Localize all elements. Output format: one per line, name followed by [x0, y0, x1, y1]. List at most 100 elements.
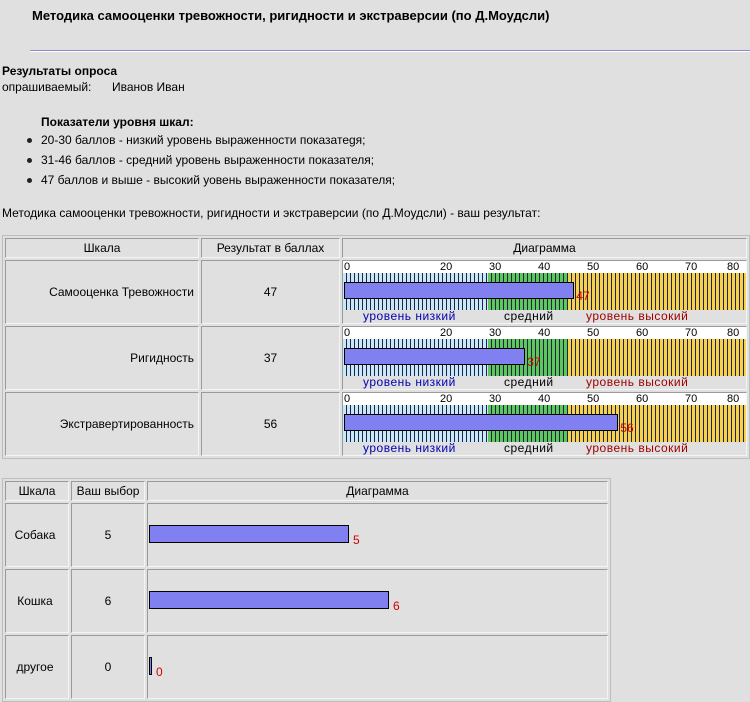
- score-bar: [343, 282, 575, 299]
- zone-label-high: уровень высокий: [585, 309, 689, 323]
- bar-value-label: 37: [527, 355, 541, 369]
- choice-bar: [149, 657, 152, 675]
- bar-value-label: 6: [393, 599, 400, 613]
- header-scale: Шкала: [5, 481, 69, 501]
- scale-name: Ригидность: [5, 326, 200, 390]
- horizontal-divider: [30, 50, 750, 52]
- choice-diagram: 6: [148, 570, 605, 632]
- axis-tick: 50: [586, 393, 600, 405]
- scale-diagram: 0 20 30 40 50 60 70 80 47 уровень низкий средний ур…: [342, 261, 746, 323]
- axis-tick: 50: [586, 327, 600, 339]
- axis-tick: 40: [537, 327, 551, 339]
- table-row: Экстравертированность 56 0 20 30 40 50 60 70 80…: [5, 392, 747, 456]
- diagram-cell: 0 20 30 40 50 60 70 80 37 уровень низкий средний ур…: [341, 326, 747, 390]
- table-row: Самооценка Тревожности 47 0 20 30 40 50 60 70 8…: [5, 260, 747, 324]
- axis-tick: 20: [439, 261, 453, 273]
- axis-tick: 60: [635, 261, 649, 273]
- legend-heading: Показатели уровня шкал:: [41, 115, 194, 129]
- table-row: Собака 5 5: [5, 503, 608, 567]
- scale-name: Экстравертированность: [5, 392, 200, 456]
- axis-tick: 0: [343, 393, 351, 405]
- choice-value: 5: [71, 503, 145, 567]
- axis-tick: 40: [537, 393, 551, 405]
- header-diagram: Диаграмма: [147, 481, 608, 501]
- axis-tick: 60: [635, 327, 649, 339]
- score-bar: [343, 414, 619, 431]
- score-value: 56: [201, 392, 340, 456]
- zone-label-high: уровень высокий: [585, 375, 689, 389]
- results-table-header: Шкала Результат в баллах Диаграмма: [5, 238, 747, 258]
- header-score: Результат в баллах: [201, 238, 340, 258]
- results-title: Результаты опроса: [2, 64, 118, 78]
- zone-label-low: уровень низкий: [362, 441, 456, 455]
- axis-tick: 0: [343, 327, 351, 339]
- bar-value-label: 5: [353, 533, 360, 547]
- legend-item-high: 47 баллов и выше - высокий уовень выраже…: [24, 172, 395, 192]
- diagram-cell: 0 20 30 40 50 60 70 80 56 уровень низкий средний ур…: [341, 392, 747, 456]
- bar-value-label: 47: [576, 289, 590, 303]
- axis-tick: 20: [439, 393, 453, 405]
- table-row: другое 0 0: [5, 635, 608, 699]
- diagram-cell: 0 20 30 40 50 60 70 80 47 уровень низкий средний ур…: [341, 260, 747, 324]
- score-value: 37: [201, 326, 340, 390]
- choices-table-header: Шкала Ваш выбор Диаграмма: [5, 481, 608, 501]
- axis-ticks: 0 20 30 40 50 60 70 80: [342, 327, 746, 339]
- axis-tick: 50: [586, 261, 600, 273]
- axis-tick: 80: [726, 393, 740, 405]
- axis-tick: 60: [635, 393, 649, 405]
- method-result-line: Методика самооценки тревожности, ригидно…: [2, 206, 541, 220]
- axis-tick: 40: [537, 261, 551, 273]
- diagram-cell: 0: [147, 635, 608, 699]
- header-choice: Ваш выбор: [71, 481, 145, 501]
- bar-value-label: 56: [620, 421, 634, 435]
- axis-tick: 70: [684, 393, 698, 405]
- axis-tick: 70: [684, 261, 698, 273]
- zone-label-low: уровень низкий: [362, 309, 456, 323]
- choice-value: 6: [71, 569, 145, 633]
- legend-item-mid: 31-46 баллов - средний уровень выраженно…: [24, 152, 395, 172]
- header-scale: Шкала: [5, 238, 200, 258]
- zone-label-low: уровень низкий: [362, 375, 456, 389]
- respondent-name: Иванов Иван: [112, 80, 185, 94]
- axis-tick: 30: [488, 261, 502, 273]
- table-row: Ригидность 37 0 20 30 40 50 60 70 80 37 уровень н…: [5, 326, 747, 390]
- zone-label-mid: средний: [503, 309, 554, 323]
- respondent-label: опрашиваемый:: [2, 80, 92, 94]
- axis-tick: 30: [488, 393, 502, 405]
- axis-tick: 70: [684, 327, 698, 339]
- choice-name: Собака: [5, 503, 69, 567]
- choice-diagram: 5: [148, 504, 605, 566]
- choice-name: Кошка: [5, 569, 69, 633]
- zone-label-high: уровень высокий: [585, 441, 689, 455]
- choices-table: Шкала Ваш выбор Диаграмма Собака 5 5 Кош…: [2, 478, 611, 702]
- page-title: Методика самооценки тревожности, ригидно…: [32, 8, 550, 23]
- bar-value-label: 0: [156, 665, 163, 679]
- axis-tick: 80: [726, 327, 740, 339]
- choice-name: другое: [5, 635, 69, 699]
- score-bar: [343, 348, 526, 365]
- axis-ticks: 0 20 30 40 50 60 70 80: [342, 261, 746, 273]
- choice-bar: [149, 591, 389, 609]
- results-table: Шкала Результат в баллах Диаграмма Самоо…: [2, 235, 750, 459]
- choice-bar: [149, 525, 349, 543]
- axis-tick: 80: [726, 261, 740, 273]
- scale-name: Самооценка Тревожности: [5, 260, 200, 324]
- table-row: Кошка 6 6: [5, 569, 608, 633]
- legend-item-low: 20-30 баллов - низкий уровень выраженнос…: [24, 132, 395, 152]
- diagram-cell: 5: [147, 503, 608, 567]
- zone-label-mid: средний: [503, 375, 554, 389]
- axis-tick: 20: [439, 327, 453, 339]
- respondent-row: опрашиваемый: Иванов Иван: [2, 80, 185, 94]
- zone-label-mid: средний: [503, 441, 554, 455]
- scale-diagram: 0 20 30 40 50 60 70 80 56 уровень низкий средний ур…: [342, 393, 746, 455]
- diagram-cell: 6: [147, 569, 608, 633]
- axis-ticks: 0 20 30 40 50 60 70 80: [342, 393, 746, 405]
- axis-tick: 30: [488, 327, 502, 339]
- score-value: 47: [201, 260, 340, 324]
- choice-diagram: 0: [148, 636, 605, 698]
- axis-tick: 0: [343, 261, 351, 273]
- header-diagram: Диаграмма: [341, 238, 747, 258]
- legend-list: 20-30 баллов - низкий уровень выраженнос…: [24, 132, 395, 192]
- choice-value: 0: [71, 635, 145, 699]
- scale-diagram: 0 20 30 40 50 60 70 80 37 уровень низкий средний ур…: [342, 327, 746, 389]
